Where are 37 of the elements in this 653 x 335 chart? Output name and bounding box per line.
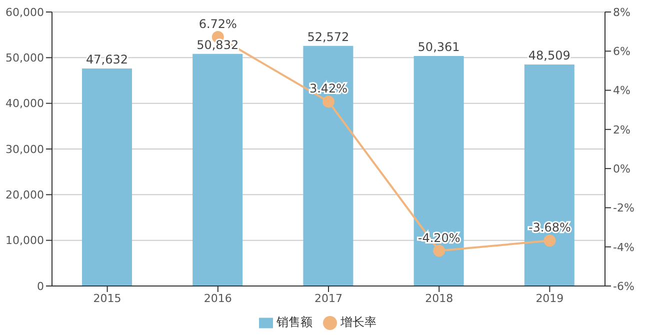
- bar: [192, 54, 243, 286]
- y2-tick-label: 8%: [613, 6, 630, 19]
- y2-tick-label: 6%: [613, 45, 630, 58]
- bar: [303, 46, 354, 286]
- x-tick-label: 2016: [204, 292, 232, 305]
- data-label: 52,572: [307, 30, 350, 44]
- data-label: 6.72%: [198, 17, 237, 32]
- data-label: 47,632: [86, 52, 128, 66]
- y-tick-label: 40,000: [6, 97, 44, 110]
- y2-tick-label: -4%: [613, 240, 634, 254]
- y-tick-label: 10,000: [6, 234, 44, 248]
- legend-label: 销售额: [276, 315, 312, 329]
- y-tick-label: 30,000: [6, 142, 44, 156]
- x-tick-label: 2018: [425, 292, 454, 305]
- y2-tick-label: -6%: [613, 280, 634, 293]
- x-tick-label: 2017: [314, 292, 342, 305]
- bar: [82, 68, 132, 286]
- data-label: 3.42%: [309, 82, 348, 96]
- y-tick-label: 50,000: [6, 52, 44, 65]
- y2-tick-label: 0%: [613, 162, 630, 176]
- y2-tick-label: 4%: [613, 84, 630, 98]
- legend-label: 增长率: [340, 315, 376, 329]
- y2-tick-label: -2%: [613, 202, 634, 215]
- point: [322, 96, 334, 108]
- point: [544, 234, 556, 247]
- data-label: -3.68%: [528, 220, 571, 235]
- data-label: 48,509: [528, 48, 570, 62]
- point: [433, 244, 446, 257]
- y-tick-label: 20,000: [6, 188, 44, 202]
- y-tick-label: 60,000: [6, 6, 44, 19]
- y2-tick-label: 2%: [613, 123, 630, 136]
- x-tick-label: 2019: [536, 292, 564, 305]
- bar: [414, 56, 464, 286]
- bar: [524, 64, 574, 286]
- data-label: 50,361: [418, 40, 460, 54]
- x-tick-label: 2015: [93, 292, 122, 305]
- y-tick-label: 0: [37, 280, 44, 293]
